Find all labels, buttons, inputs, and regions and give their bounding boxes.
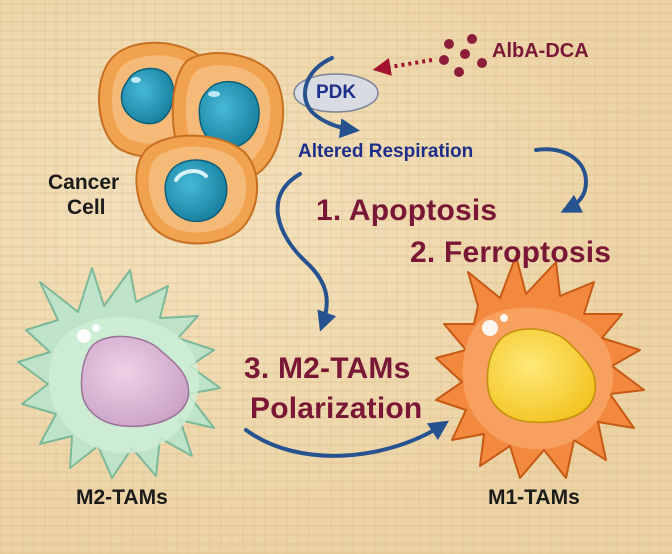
- cancer-cell-label-line2: Cell: [67, 196, 106, 219]
- m1-macrophage: [435, 255, 645, 479]
- pdk-ellipse: [293, 73, 379, 113]
- pdk-label: PDK: [316, 82, 357, 103]
- drug-molecules: [439, 34, 487, 77]
- altered-respiration-label: Altered Respiration: [298, 141, 474, 162]
- step-polarization-line2: Polarization: [250, 392, 423, 425]
- arrow-pdk-in: [302, 56, 360, 139]
- arrow-to-polarization: [275, 172, 337, 332]
- inhibition-arrow: [372, 58, 433, 76]
- m2-tams-label: M2-TAMs: [76, 486, 168, 509]
- arrow-m2-to-m1: [244, 420, 449, 458]
- drug-label: AlbA-DCA: [492, 40, 589, 62]
- cancer-cell-label-line1: Cancer: [48, 171, 120, 194]
- step-polarization-line1: 3. M2-TAMs: [244, 352, 411, 385]
- cancer-cell-cluster: [98, 41, 285, 245]
- cancer-nucleus-2: [198, 80, 260, 149]
- m1-tams-label: M1-TAMs: [488, 486, 580, 509]
- m2-macrophage: [17, 267, 221, 479]
- step-apoptosis: 1. Apoptosis: [316, 194, 498, 227]
- arrow-to-ferroptosis: [534, 147, 589, 213]
- step-ferroptosis: 2. Ferroptosis: [410, 236, 612, 269]
- pathway-arrows: [244, 56, 589, 458]
